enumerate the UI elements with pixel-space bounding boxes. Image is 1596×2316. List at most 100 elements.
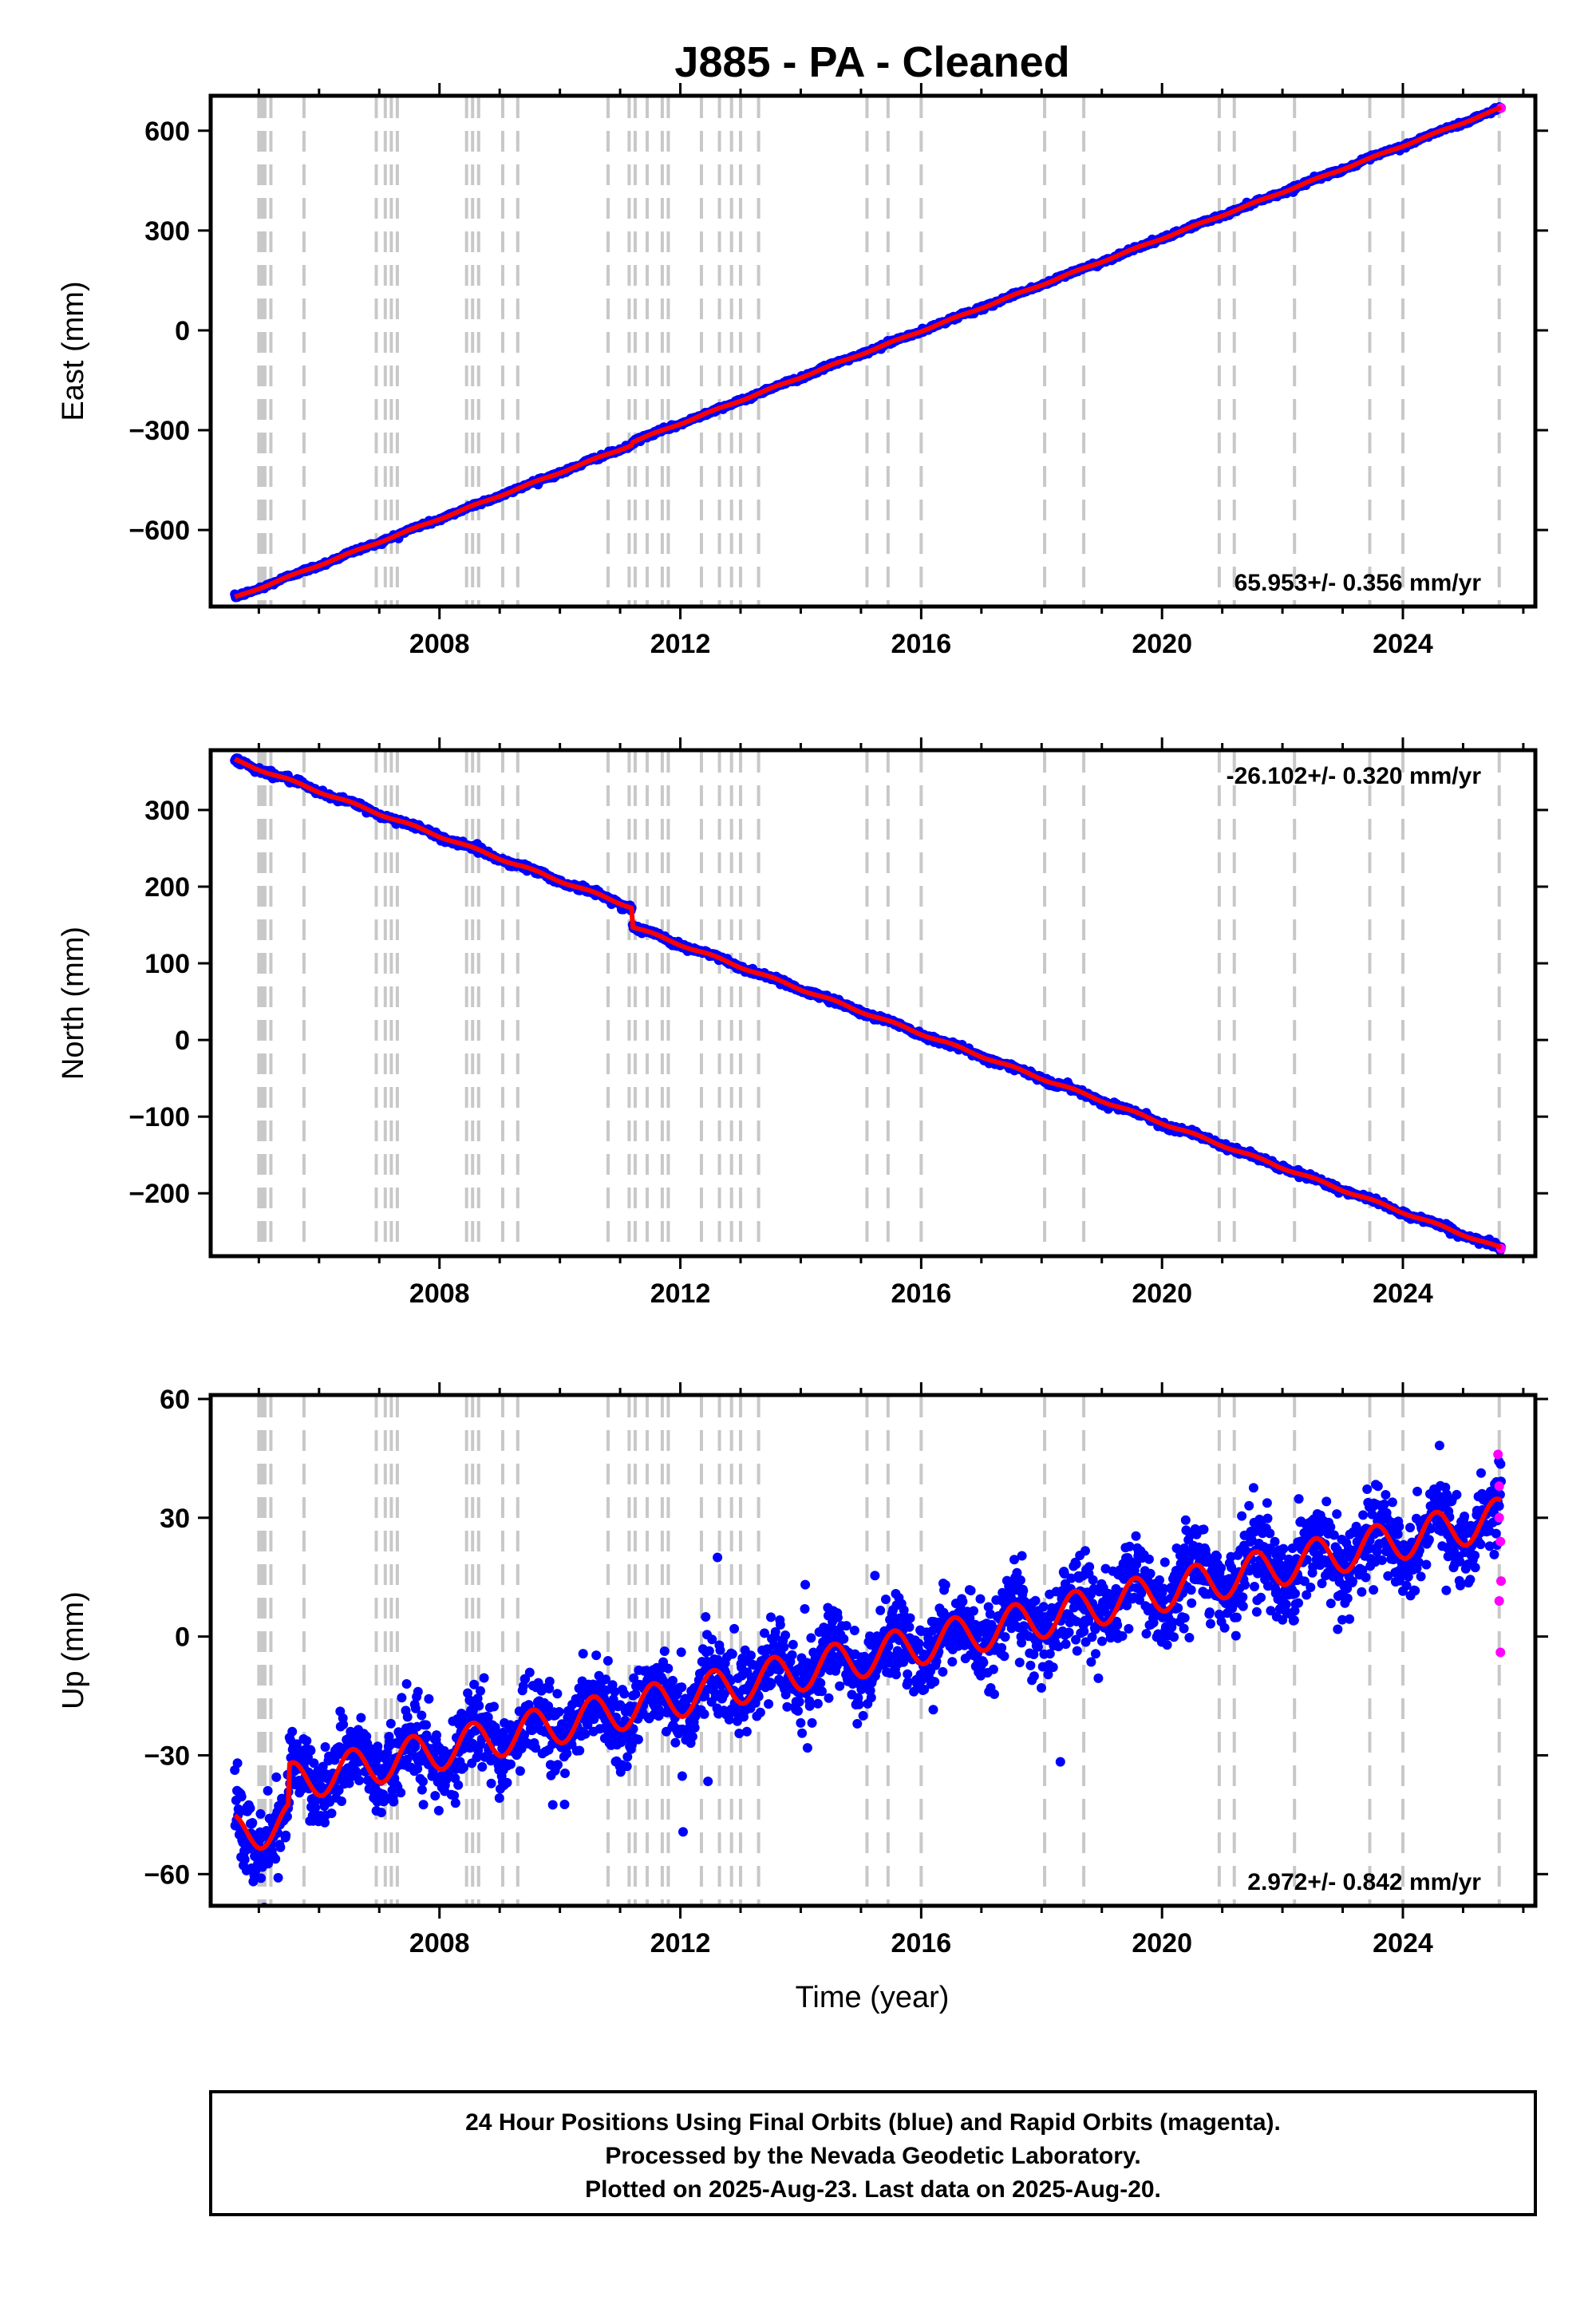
up-point <box>486 1778 496 1788</box>
up-point <box>812 1698 823 1709</box>
up-point <box>559 1800 570 1809</box>
up-point <box>715 1645 725 1655</box>
up-point <box>239 1855 250 1865</box>
up-point <box>483 1712 493 1722</box>
up-point <box>713 1654 723 1665</box>
up-point <box>477 1761 488 1772</box>
east-model-line <box>233 105 1503 599</box>
east-event-lines <box>257 97 1501 605</box>
up-point <box>905 1613 915 1623</box>
up-point <box>755 1707 765 1717</box>
up-point <box>689 1722 700 1733</box>
up-point <box>432 1730 441 1741</box>
up-point <box>306 1745 316 1756</box>
up-point <box>622 1761 632 1772</box>
up-point <box>788 1639 798 1650</box>
up-point <box>670 1737 681 1748</box>
up-point <box>402 1754 413 1765</box>
up-point <box>858 1710 868 1721</box>
up-point <box>734 1729 745 1738</box>
up-point <box>287 1726 298 1737</box>
up-point <box>676 1647 686 1658</box>
east-y-tick-label: −300 <box>128 416 190 446</box>
up-point <box>410 1703 421 1713</box>
east-panel: 2008 2012 2016 2020 2024−600−3000300600East … <box>57 83 1548 659</box>
up-point <box>1014 1658 1025 1668</box>
up-point <box>256 1873 267 1883</box>
up-point <box>356 1713 366 1723</box>
up-point <box>554 1707 564 1717</box>
up-point <box>839 1634 849 1644</box>
up-point <box>271 1854 281 1864</box>
up-point <box>854 1699 864 1709</box>
north-y-axis-title: North (mm) <box>57 927 90 1080</box>
up-point <box>589 1714 599 1725</box>
up-point <box>966 1586 976 1595</box>
up-point <box>502 1777 512 1788</box>
up-point <box>760 1628 769 1638</box>
up-point <box>914 1638 924 1649</box>
up-point <box>802 1658 812 1668</box>
up-point <box>807 1717 817 1728</box>
up-point <box>608 1694 618 1705</box>
up-point <box>615 1767 626 1777</box>
up-point <box>578 1649 588 1659</box>
up-point <box>699 1709 709 1719</box>
up-point <box>401 1679 412 1689</box>
up-point <box>881 1595 891 1604</box>
up-point <box>794 1697 804 1707</box>
north-y-tick-label: 0 <box>175 1026 190 1056</box>
up-point <box>424 1694 434 1704</box>
up-point <box>469 1679 480 1690</box>
north-y-tick-label: −200 <box>128 1179 190 1209</box>
up-point <box>449 1790 460 1800</box>
north-x-tick-label: 2020 <box>1132 1279 1192 1309</box>
up-point <box>247 1818 258 1828</box>
north-x-tick-label: 2024 <box>1373 1279 1433 1309</box>
up-point <box>591 1650 602 1661</box>
up-point <box>601 1674 611 1685</box>
up-point <box>236 1792 247 1802</box>
up-point <box>271 1772 282 1782</box>
up-point <box>273 1872 283 1883</box>
up-point <box>334 1749 343 1760</box>
up-point <box>766 1612 776 1622</box>
up-point <box>866 1693 876 1703</box>
up-point <box>787 1650 797 1660</box>
east-x-tick-label: 2012 <box>650 629 711 659</box>
up-point <box>800 1579 811 1590</box>
up-point <box>804 1701 815 1711</box>
up-point <box>489 1701 499 1712</box>
up-point <box>421 1720 431 1730</box>
up-point <box>468 1738 478 1749</box>
up-point <box>560 1769 570 1778</box>
up-point <box>978 1658 989 1668</box>
up-point <box>245 1803 255 1813</box>
up-point <box>515 1766 525 1777</box>
up-point <box>806 1633 816 1643</box>
up-point <box>940 1580 950 1590</box>
up-point <box>832 1612 843 1622</box>
up-point <box>947 1657 958 1667</box>
up-point <box>678 1827 688 1837</box>
up-point <box>574 1683 584 1694</box>
east-y-axis-title: East (mm) <box>57 281 90 421</box>
up-point <box>552 1689 563 1699</box>
up-point <box>255 1808 266 1819</box>
up-point <box>281 1830 291 1840</box>
up-point <box>782 1701 792 1712</box>
up-point <box>990 1689 999 1699</box>
up-point <box>659 1646 670 1656</box>
up-point <box>338 1719 349 1729</box>
up-point <box>385 1718 396 1729</box>
up-point <box>802 1743 812 1753</box>
east-x-tick-label: 2024 <box>1373 629 1433 659</box>
up-point <box>310 1803 321 1813</box>
up-point <box>764 1699 774 1709</box>
north-frame <box>208 748 1538 1259</box>
up-point <box>610 1686 620 1697</box>
chart-panels: 2008 2012 2016 2020 2024−600−3000300600East … <box>57 83 1548 1958</box>
up-point <box>988 1664 998 1674</box>
